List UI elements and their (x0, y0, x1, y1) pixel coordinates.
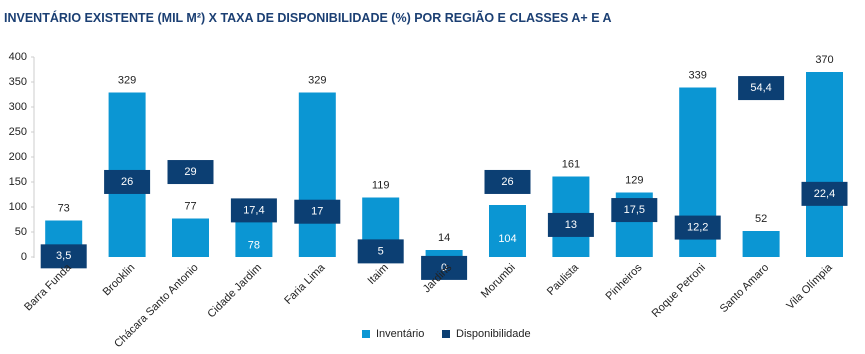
x-tick-label: Cidade Jardim (205, 262, 264, 321)
availability-label: 17,4 (243, 204, 264, 216)
value-label: 77 (184, 200, 196, 212)
availability-box (738, 76, 785, 101)
value-label: 78 (248, 239, 260, 251)
x-tick-label: Roque Petroni (650, 262, 708, 320)
y-tick-label: 250 (9, 126, 27, 138)
x-tick-label: Paulista (545, 261, 582, 298)
availability-label: 3,5 (56, 250, 71, 262)
availability-label: 29 (184, 166, 196, 178)
bar (806, 72, 843, 257)
availability-label: 0 (441, 262, 447, 274)
availability-label: 26 (121, 176, 133, 188)
y-tick-label: 350 (9, 76, 27, 88)
availability-label: 17,5 (624, 204, 645, 216)
availability-label: 17 (311, 206, 323, 218)
value-label: 129 (625, 174, 643, 186)
x-tick-label: Itaim (366, 262, 391, 287)
availability-label: 54,4 (750, 82, 771, 94)
availability-box (167, 160, 214, 185)
y-tick-label: 0 (21, 251, 27, 263)
x-tick-label: Barra Funda (22, 261, 74, 313)
availability-label: 22,4 (814, 188, 835, 200)
y-tick-label: 400 (9, 51, 27, 63)
y-tick-label: 300 (9, 101, 27, 113)
x-tick-label: Morumbi (479, 262, 518, 301)
availability-box (104, 169, 151, 194)
availability-box (611, 198, 658, 223)
availability-label: 26 (501, 176, 513, 188)
value-label: 14 (438, 232, 450, 244)
availability-label: 5 (378, 245, 384, 257)
x-tick-label: Vila Olímpia (784, 261, 835, 312)
legend-label: Inventário (376, 328, 424, 340)
value-label: 339 (689, 69, 707, 81)
availability-label: 12,2 (687, 221, 708, 233)
bar (298, 92, 336, 257)
availability-box (230, 198, 277, 223)
x-tick-label: Brooklin (101, 262, 138, 299)
availability-box (801, 181, 848, 206)
y-tick-label: 150 (9, 176, 27, 188)
value-label: 104 (498, 233, 516, 245)
y-tick-label: 50 (15, 226, 27, 238)
value-label: 329 (308, 74, 326, 86)
value-label: 119 (372, 179, 390, 191)
legend-label: Disponibilidade (456, 328, 531, 340)
availability-box (674, 215, 721, 240)
value-label: 73 (58, 202, 70, 214)
legend-swatch (362, 330, 370, 338)
x-tick-label: Pinheiros (604, 261, 645, 302)
availability-box (294, 199, 341, 224)
value-label: 329 (118, 74, 136, 86)
availability-label: 13 (565, 219, 577, 231)
bar (425, 250, 463, 257)
availability-box (547, 212, 594, 237)
availability-box (484, 169, 531, 194)
chart-title: INVENTÁRIO EXISTENTE (MIL M²) X TAXA DE … (4, 10, 612, 25)
bar (489, 205, 526, 257)
y-tick-label: 100 (9, 201, 27, 213)
x-tick-label: Santo Amaro (718, 262, 771, 315)
bar (235, 218, 273, 257)
availability-box (357, 239, 404, 264)
legend-swatch (442, 330, 450, 338)
availability-box (40, 244, 87, 269)
value-label: 370 (815, 54, 833, 66)
value-label: 52 (755, 213, 767, 225)
y-tick-label: 200 (9, 151, 27, 163)
bar (172, 218, 209, 257)
value-label: 161 (562, 158, 580, 170)
x-tick-label: Faria Lima (282, 261, 328, 307)
availability-box (421, 255, 468, 280)
bar (742, 231, 780, 257)
